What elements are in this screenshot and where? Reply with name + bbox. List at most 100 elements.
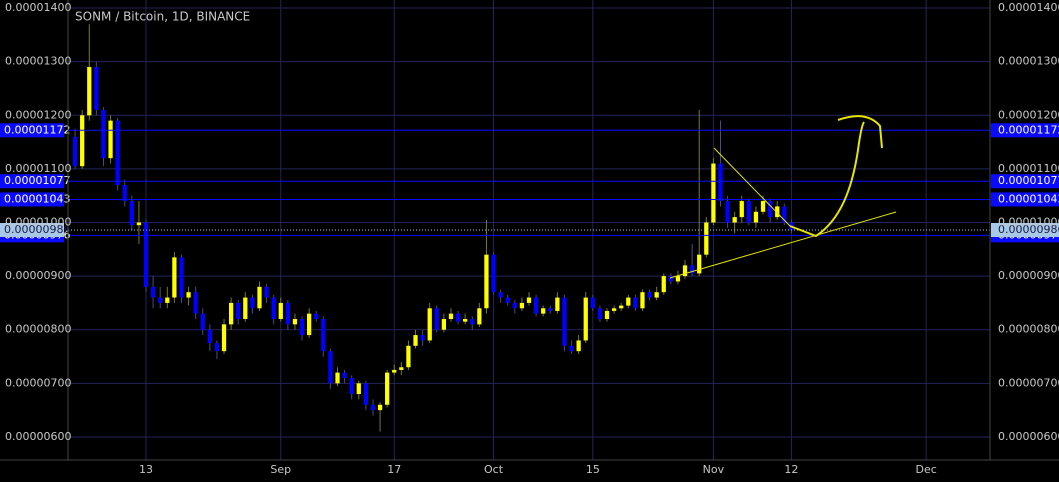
candle-body [94, 67, 99, 110]
candle-body [328, 351, 333, 384]
candle-body [626, 297, 631, 306]
candle-body [158, 297, 163, 303]
level-box [991, 192, 1059, 207]
candle-body [782, 206, 787, 223]
y-tick-label-right: 0.00000800 [998, 323, 1059, 336]
candle-body [768, 201, 773, 218]
candle-body [661, 276, 666, 293]
candles [72, 24, 794, 432]
candle-body [264, 286, 269, 298]
arrow [789, 121, 865, 238]
level-box [0, 192, 64, 207]
y-tick-label: 0.00001200 [5, 108, 71, 121]
candle-body [250, 297, 255, 309]
candle-body [675, 276, 681, 282]
candle-body [654, 292, 659, 298]
x-tick-label: Oct [484, 463, 504, 476]
candle-body [555, 297, 560, 311]
candle-body [150, 286, 156, 298]
candle-body [484, 254, 489, 309]
candle-body [775, 206, 780, 218]
candle-body [647, 292, 652, 298]
y-tick-label: 0.00001400 [5, 1, 71, 14]
levels: 0.00001172 0.00001172 0.00001077 0.00001077… [0, 123, 1059, 243]
x-tick-label: Dec [916, 463, 937, 476]
candle-body [526, 297, 532, 303]
candle-body [179, 257, 184, 298]
candle-body [214, 343, 220, 352]
candle-body [519, 302, 525, 309]
candle-body [172, 257, 177, 298]
candle-body [292, 318, 298, 325]
candle-body [236, 302, 241, 319]
candle-body [356, 383, 361, 395]
y-tick-label: 0.00000800 [5, 323, 71, 336]
candle-body [257, 286, 262, 309]
candle-body [576, 340, 581, 352]
candle-body [335, 372, 340, 384]
candle-body [455, 313, 461, 322]
candle-body [221, 324, 227, 352]
candle-body [307, 313, 312, 336]
candle-body [611, 308, 617, 311]
candle-body [278, 302, 283, 319]
candle-body [463, 318, 468, 322]
candle-body [228, 302, 234, 325]
arrow-head [837, 115, 883, 149]
candle-body [115, 120, 120, 185]
last-price-label: 0.00000986 [998, 223, 1059, 236]
candle-body [285, 302, 290, 325]
level-label: 0.00001043 [4, 192, 70, 205]
candle-body [349, 377, 354, 395]
candle-body [406, 345, 411, 368]
y-tick-label-right: 0.00001000 [998, 215, 1059, 228]
level-label: 0.00001077 [4, 174, 70, 187]
level-box [991, 123, 1059, 138]
level-label: 0.00001172 [4, 123, 70, 136]
candle-body [597, 308, 603, 319]
candle-body [718, 163, 723, 202]
candle-body [87, 67, 92, 116]
candle-body [633, 297, 638, 309]
candle-body [193, 292, 198, 314]
candle-body [370, 404, 376, 411]
candle-body [448, 313, 454, 319]
candle-body [363, 383, 369, 405]
candle-body [165, 297, 170, 303]
last-price-label: 0.00000986 [4, 223, 70, 236]
candle-body [80, 115, 85, 167]
candle-body [498, 292, 503, 298]
x-tick-label: 12 [784, 463, 798, 476]
annotations [669, 115, 897, 279]
candle-body [321, 318, 326, 352]
candle-body [427, 308, 432, 341]
trend-line [669, 211, 897, 279]
candle-body [562, 297, 567, 346]
level-label: 0.00001077 [998, 174, 1059, 187]
candle-body [129, 201, 134, 226]
candle-body [72, 136, 78, 167]
level-box [0, 174, 64, 189]
last-price-box [991, 223, 1059, 237]
level-label: 0.00001043 [998, 192, 1059, 205]
candle-body [583, 297, 588, 341]
candle-body [760, 201, 766, 212]
candle-body [604, 310, 610, 319]
chart-title: SONM / Bitcoin, 1D, BINANCE [75, 10, 250, 24]
last-price-box [0, 223, 64, 237]
y-tick-label-right: 0.00001100 [998, 162, 1059, 175]
candle-body [392, 369, 397, 373]
y-tick-label: 0.00001000 [5, 215, 71, 228]
candle-body [186, 292, 191, 298]
trend-line [713, 147, 791, 227]
candle-body [243, 297, 248, 319]
x-tick-label: 13 [139, 463, 153, 476]
y-tick-label: 0.00000600 [5, 430, 71, 443]
level-box [991, 174, 1059, 189]
y-tick-label: 0.00000900 [5, 269, 71, 282]
candle-body [746, 201, 751, 223]
candle-body [739, 201, 744, 218]
level-box [0, 123, 64, 138]
candle-body [569, 345, 574, 352]
